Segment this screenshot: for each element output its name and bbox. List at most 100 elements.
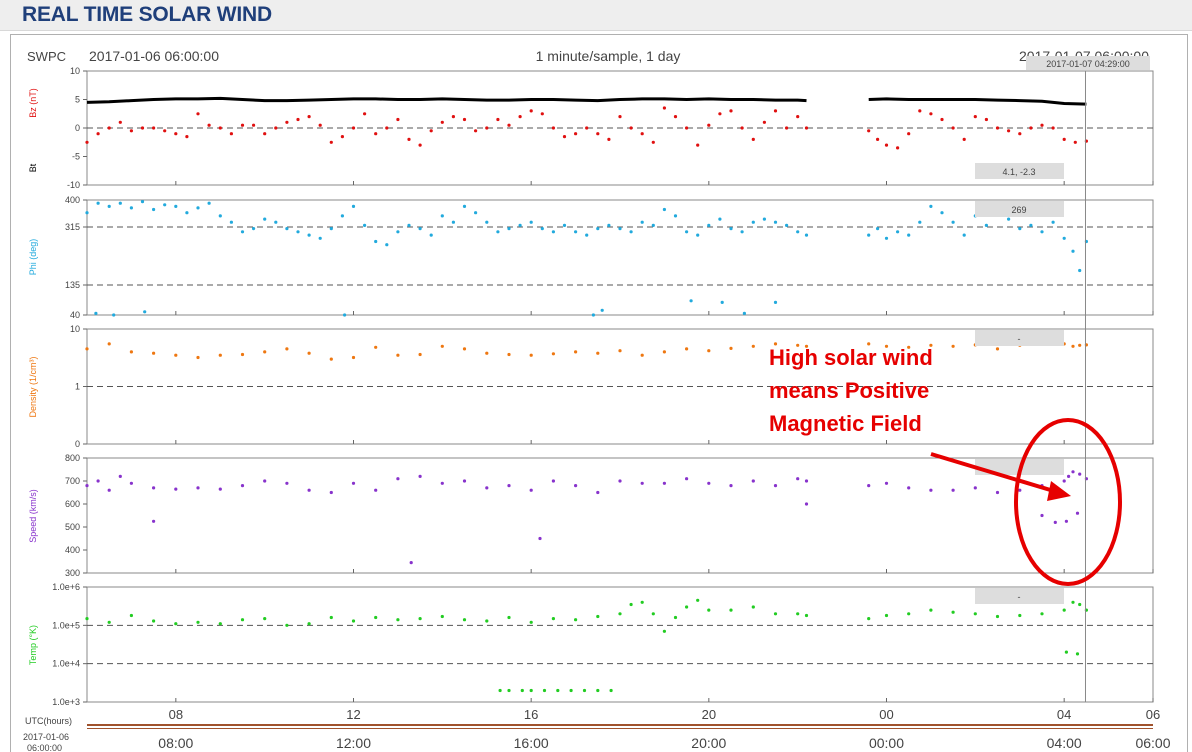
bz-point — [696, 143, 700, 147]
speed-point — [129, 481, 133, 485]
phi-point — [540, 227, 544, 231]
phi-point — [107, 204, 111, 208]
temp-tick-label: 1.0e+5 — [52, 620, 80, 630]
solar-wind-plot: SWPC 2017-01-06 06:00:00 1 minute/sample… — [23, 48, 1171, 752]
cursor[interactable]: 2017-01-07 04:29:00 — [1026, 56, 1150, 702]
time-slider-track-lower[interactable] — [87, 728, 1153, 729]
speed-point — [574, 484, 578, 488]
phi-point — [496, 230, 500, 234]
x-tick-label: 00 — [879, 707, 893, 722]
speed-point — [804, 479, 809, 483]
speed-point — [1067, 474, 1071, 478]
phi-point — [518, 223, 522, 227]
phi-point — [329, 227, 333, 231]
phi-point — [185, 211, 189, 215]
speed-point — [418, 474, 422, 478]
speed-point — [174, 487, 178, 491]
bz-point — [385, 126, 389, 130]
temp-point — [520, 688, 524, 693]
phi-point — [1051, 220, 1055, 224]
temp-panel-frame — [86, 586, 1154, 703]
speed-tick-label: 500 — [65, 522, 80, 532]
source-label: SWPC — [27, 49, 66, 64]
phi-point — [785, 223, 789, 227]
phi-point — [94, 311, 98, 315]
phi-point — [318, 236, 322, 240]
speed-point — [529, 488, 533, 492]
bz-point — [229, 132, 233, 136]
speed-point — [1078, 472, 1082, 476]
speed-point — [118, 474, 122, 478]
bz-point — [296, 117, 300, 122]
phi-point — [662, 207, 667, 212]
x-tick-label: 12 — [346, 707, 360, 722]
temp-readout: - — [1018, 592, 1021, 602]
time-slider[interactable] — [87, 724, 1153, 729]
temp-point — [995, 614, 1000, 619]
density-point — [662, 350, 667, 354]
phi-point — [607, 223, 611, 227]
speed-point — [196, 486, 200, 490]
phi-point — [407, 223, 411, 227]
temp-point — [907, 612, 911, 616]
speed-tick-label: 400 — [65, 545, 80, 555]
temp-panel: 1.0e+6 1.0e+5 1.0e+4 1.0e+3 Temp (°K) - — [28, 582, 1154, 707]
phi-point — [174, 204, 178, 208]
bz-point — [673, 115, 678, 119]
bz-point — [329, 140, 333, 144]
phi-point — [629, 230, 633, 234]
phi-point — [1071, 249, 1075, 253]
bz-point — [451, 115, 455, 119]
time-slider-track[interactable] — [87, 724, 1153, 726]
phi-point — [374, 239, 378, 244]
phi-point — [1078, 268, 1082, 273]
temp-point — [1064, 650, 1068, 654]
phi-point — [307, 233, 311, 237]
temp-point — [640, 600, 644, 604]
temp-tick-label: 1.0e+6 — [52, 582, 80, 592]
speed-point — [867, 484, 871, 488]
speed-point — [485, 486, 489, 490]
density-point — [529, 353, 533, 357]
density-point — [85, 347, 89, 351]
phi-point — [591, 313, 596, 317]
temp-point — [374, 615, 378, 620]
phi-point — [429, 233, 433, 237]
speed-point — [1064, 519, 1068, 523]
bottom-tick-label: 00:00 — [869, 735, 904, 751]
density-tick-label: 0 — [75, 439, 80, 449]
density-point — [995, 347, 1000, 351]
speed-point — [884, 481, 889, 485]
phi-point — [596, 227, 600, 231]
phi-point — [440, 214, 444, 218]
speed-point — [462, 479, 467, 483]
mag-tick-label: 10 — [70, 66, 80, 76]
temp-point — [218, 622, 222, 626]
density-point — [618, 349, 622, 353]
temp-point — [1018, 613, 1022, 618]
temp-point — [418, 617, 422, 621]
phi-point — [673, 214, 678, 218]
temp-point — [396, 618, 400, 622]
speed-point — [263, 479, 267, 483]
phi-point — [274, 220, 278, 224]
phi-point — [762, 217, 767, 221]
bz-point — [718, 112, 722, 116]
bz-point — [973, 115, 977, 119]
speed-point — [662, 481, 667, 485]
bz-point — [129, 129, 133, 133]
temp-point — [462, 618, 467, 622]
bz-point — [685, 126, 689, 130]
phi-point — [112, 313, 116, 317]
density-tick-label: 1 — [75, 382, 80, 392]
speed-point — [152, 519, 156, 523]
speed-point — [995, 490, 1000, 495]
temp-point — [529, 688, 533, 693]
bz-point — [785, 126, 789, 130]
phi-point — [118, 201, 122, 205]
temp-point — [629, 602, 633, 607]
speed-point — [396, 477, 400, 481]
bz-point — [1073, 140, 1077, 144]
phi-point — [740, 230, 744, 234]
phi-point — [163, 203, 167, 207]
